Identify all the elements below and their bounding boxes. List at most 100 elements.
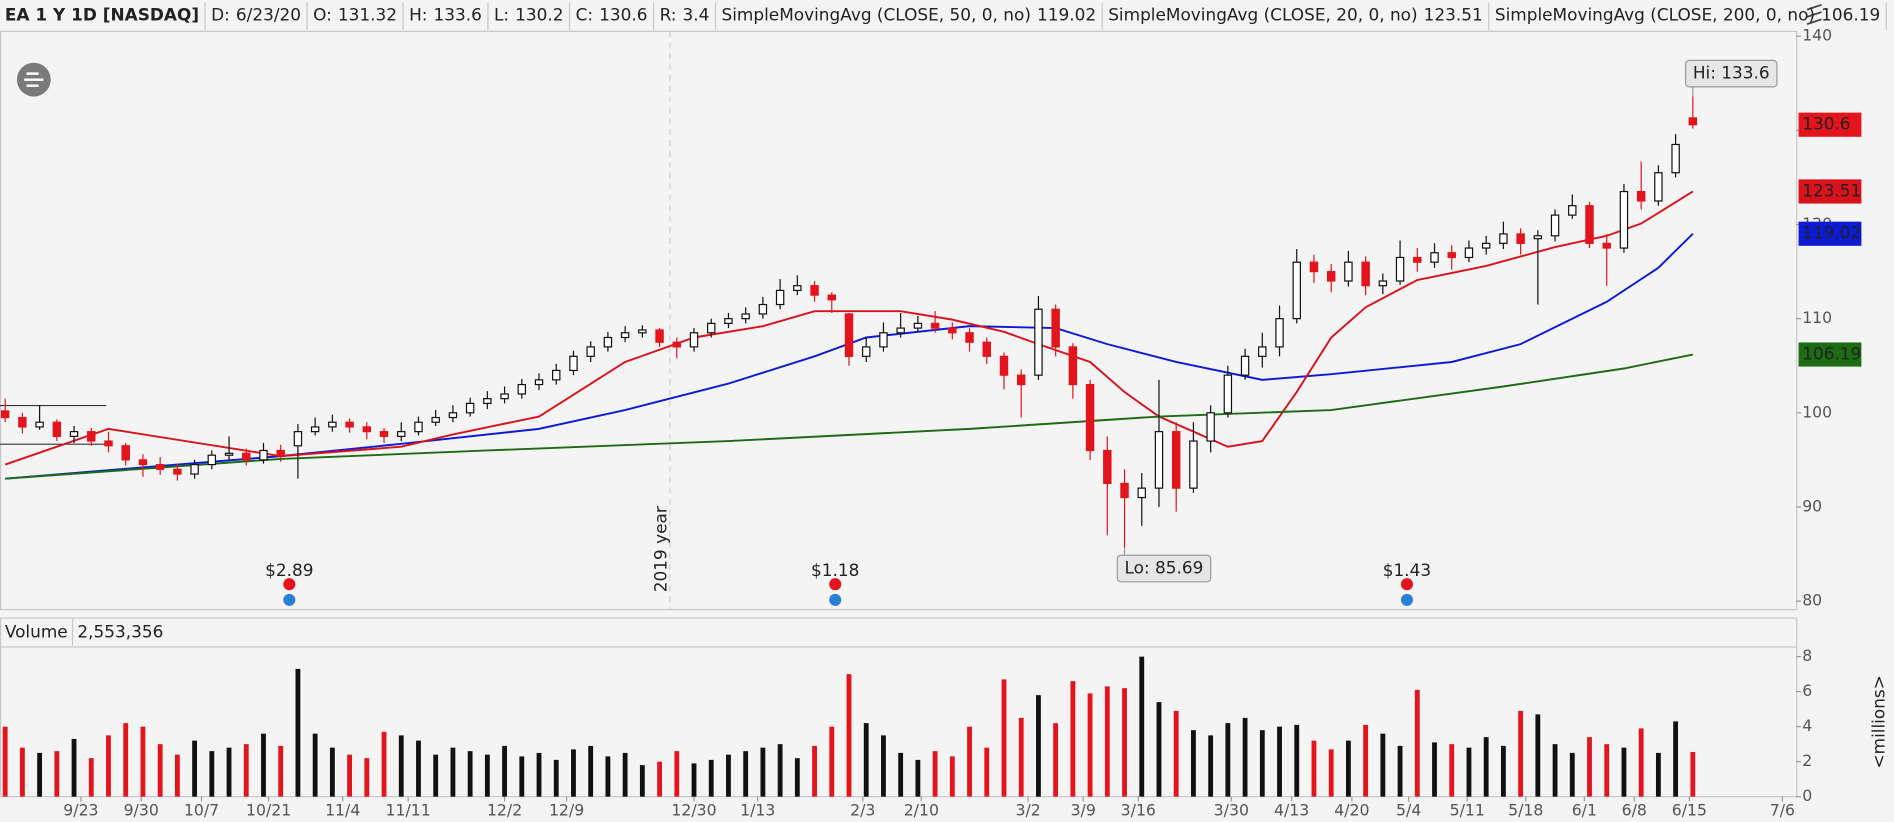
volume-last: 2,553,356 [77, 621, 163, 641]
candle-body [1671, 143, 1680, 174]
legend-value: 106.19 [1821, 5, 1880, 25]
x-tick-label: 1/13 [740, 801, 775, 820]
volume-bar [1139, 656, 1145, 797]
x-tick-label: 6/1 [1572, 801, 1597, 820]
candle-body [379, 431, 389, 437]
candle-body [1068, 346, 1078, 386]
volume-bar [949, 756, 955, 797]
volume-bar [1466, 747, 1472, 797]
draw-tool-icon[interactable] [1806, 3, 1822, 25]
candle-body [138, 459, 148, 466]
x-tick-label: 9/23 [63, 801, 98, 820]
legend-name: SimpleMovingAvg (CLOSE, 200, 0, no) [1495, 5, 1815, 25]
dividend-icon [283, 578, 296, 591]
candle-body [1481, 242, 1491, 249]
volume-bar [657, 761, 662, 797]
candle-body [87, 431, 96, 442]
volume-bar [484, 754, 490, 797]
candle-body [1344, 261, 1353, 282]
x-tick-label: 12/30 [671, 801, 716, 820]
volume-bar [1414, 689, 1420, 797]
candle-body [844, 313, 854, 357]
candle-body [465, 402, 475, 414]
volume-bar [519, 756, 525, 797]
moving-average-line [4, 190, 1694, 466]
volume-bar [295, 668, 301, 797]
candle-body [1688, 117, 1698, 126]
volume-bar [984, 747, 990, 797]
x-tick-label: 3/2 [1015, 801, 1040, 820]
candle-body [1516, 233, 1525, 244]
candle-body [534, 379, 544, 386]
x-tick-label: 10/7 [184, 801, 219, 820]
candle-body [999, 355, 1009, 376]
field-label: C: [576, 5, 594, 25]
volume-bar [1018, 717, 1024, 797]
price-panel [0, 30, 1798, 611]
volume-bar [1036, 695, 1041, 797]
volume-bar [243, 744, 249, 797]
field-value: 130.6 [599, 5, 647, 25]
volume-bar [347, 754, 353, 797]
event-label: $1.18 [811, 560, 859, 580]
x-tick-label: 4/13 [1274, 801, 1309, 820]
logo [16, 62, 51, 97]
ma-tag-bg [1798, 179, 1862, 204]
candle-body [293, 431, 303, 447]
candle-body [276, 449, 285, 456]
candle-body [724, 318, 733, 324]
candle-body [259, 449, 268, 461]
volume-bar [1380, 733, 1386, 797]
candle-body [362, 426, 372, 433]
volume-bar [1225, 723, 1231, 797]
candle-body [1120, 482, 1129, 499]
volume-bar [967, 726, 972, 797]
candle-body [620, 332, 630, 339]
volume-bar [106, 735, 111, 797]
ma-tag-bg [1798, 221, 1862, 246]
candle-body [1137, 487, 1146, 499]
candle-body [1085, 383, 1095, 452]
candle-body [1395, 256, 1405, 282]
volume-bar [209, 751, 215, 797]
volume-bar [777, 744, 783, 797]
x-tick-label: 6/8 [1622, 801, 1647, 820]
candle-body [1447, 252, 1456, 259]
volume-bar [450, 747, 456, 797]
candle-body [1636, 190, 1646, 202]
candle-body [896, 327, 905, 334]
candle-body [810, 285, 819, 296]
candle-body [775, 289, 785, 306]
candle-body [1430, 252, 1439, 263]
volume-bar [1191, 730, 1196, 797]
volume-bar [261, 733, 266, 797]
candle-body [242, 452, 251, 461]
callout-label: Lo: 85.69 [1125, 558, 1204, 578]
field-value: 131.32 [338, 5, 397, 25]
candle-body [1499, 233, 1508, 244]
close-tag: 130.6 [1802, 114, 1850, 134]
candle-body [397, 431, 406, 437]
x-tick-label: 4/20 [1334, 801, 1369, 820]
candle-body [121, 445, 130, 461]
candle-body [1585, 205, 1594, 244]
candle-body [69, 431, 79, 437]
volume-bar [123, 723, 129, 797]
earnings-icon [1400, 593, 1414, 606]
volume-bar [1500, 745, 1506, 797]
volume-bar [1621, 747, 1627, 797]
volume-bar [639, 765, 645, 797]
volume-bar [1328, 749, 1334, 797]
volume-bar [794, 758, 800, 797]
volume-bar [71, 738, 77, 797]
volume-bar [726, 754, 731, 797]
volume-bar [1104, 686, 1110, 797]
volume-bar [708, 759, 714, 797]
candle-body [414, 421, 423, 433]
volume-title: Volume [5, 621, 68, 641]
volume-bar [743, 751, 749, 797]
x-tick-label: 2/3 [850, 801, 875, 820]
volume-bar [1552, 744, 1558, 797]
candle-body [1016, 374, 1026, 386]
volume-bar [1604, 744, 1610, 797]
